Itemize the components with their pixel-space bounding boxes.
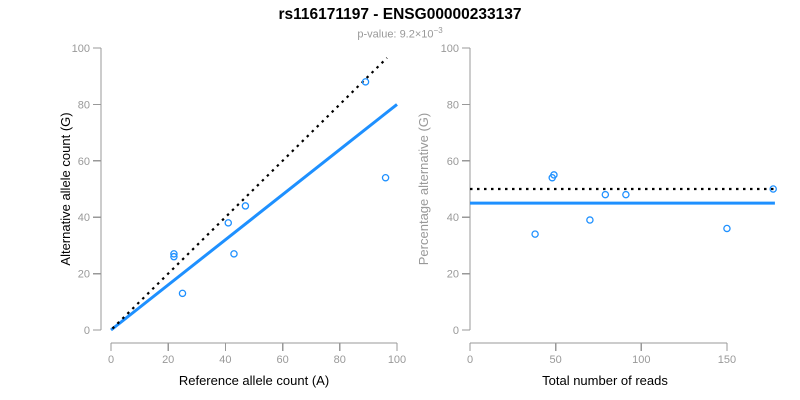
x-tick-label: 50 [550, 354, 562, 366]
y-tick-label: 0 [453, 325, 459, 337]
x-tick-label: 100 [632, 354, 650, 366]
y-tick-label: 40 [78, 212, 90, 224]
x-tick-label: 0 [467, 354, 473, 366]
plot-subtitle: p-value: 9.2×10−3 [0, 26, 800, 41]
pvalue-exponent: −3 [433, 26, 443, 35]
y-tick-label: 100 [72, 43, 90, 55]
y-tick-label: 80 [447, 99, 459, 111]
y-tick-label: 20 [78, 269, 90, 281]
x-tick-label: 150 [718, 354, 736, 366]
y-tick-label: 100 [441, 43, 459, 55]
y-tick-label: 80 [78, 99, 90, 111]
x-tick-label: 60 [276, 354, 288, 366]
pvalue-base: 9.2×10 [399, 28, 434, 41]
y-tick-label: 40 [447, 212, 459, 224]
data-point [769, 185, 777, 193]
data-point [241, 202, 250, 210]
regression-line [110, 103, 398, 332]
data-point [586, 216, 594, 224]
data-point [224, 219, 233, 227]
data-point [170, 250, 178, 258]
x-tick-label: 20 [162, 354, 174, 366]
plot-title: rs116171197 - ENSG00000233137 [278, 6, 522, 23]
x-tick-label: 40 [219, 354, 231, 366]
x-tick-label: 80 [334, 354, 346, 366]
y-tick-label: 60 [447, 156, 459, 168]
data-point [170, 252, 178, 261]
data-point [531, 230, 539, 238]
left-x-axis-title: Reference allele count (A) [178, 373, 330, 388]
data-point [723, 224, 731, 233]
right-x-axis-title: Total number of reads [542, 373, 668, 388]
pvalue-prefix: p-value: [357, 28, 400, 41]
identity-line [111, 57, 388, 330]
x-tick-label: 0 [108, 354, 114, 366]
right-y-axis-title: Percentage alternative (G) [416, 112, 431, 266]
data-point [601, 190, 610, 199]
y-tick-label: 60 [78, 156, 90, 168]
x-tick-label: 100 [388, 354, 406, 366]
data-point [381, 173, 390, 182]
y-tick-label: 0 [84, 325, 90, 337]
data-point [550, 171, 558, 179]
data-point [230, 250, 238, 258]
data-point [178, 289, 187, 298]
data-point [622, 190, 630, 199]
data-point [361, 78, 370, 86]
y-tick-label: 20 [447, 269, 459, 281]
left-y-axis-title: Alternative allele count (G) [58, 112, 73, 266]
